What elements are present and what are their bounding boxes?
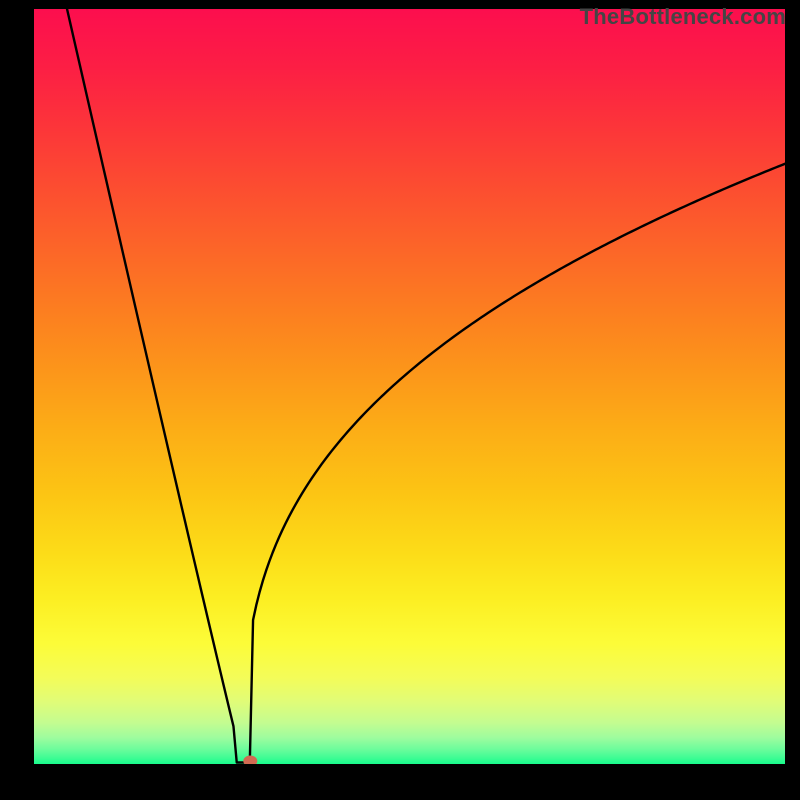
watermark-text: TheBottleneck.com [580,4,786,30]
curve-layer [34,9,785,764]
bottleneck-curve [67,9,785,762]
minimum-marker [243,755,257,764]
chart-root: TheBottleneck.com [0,0,800,800]
